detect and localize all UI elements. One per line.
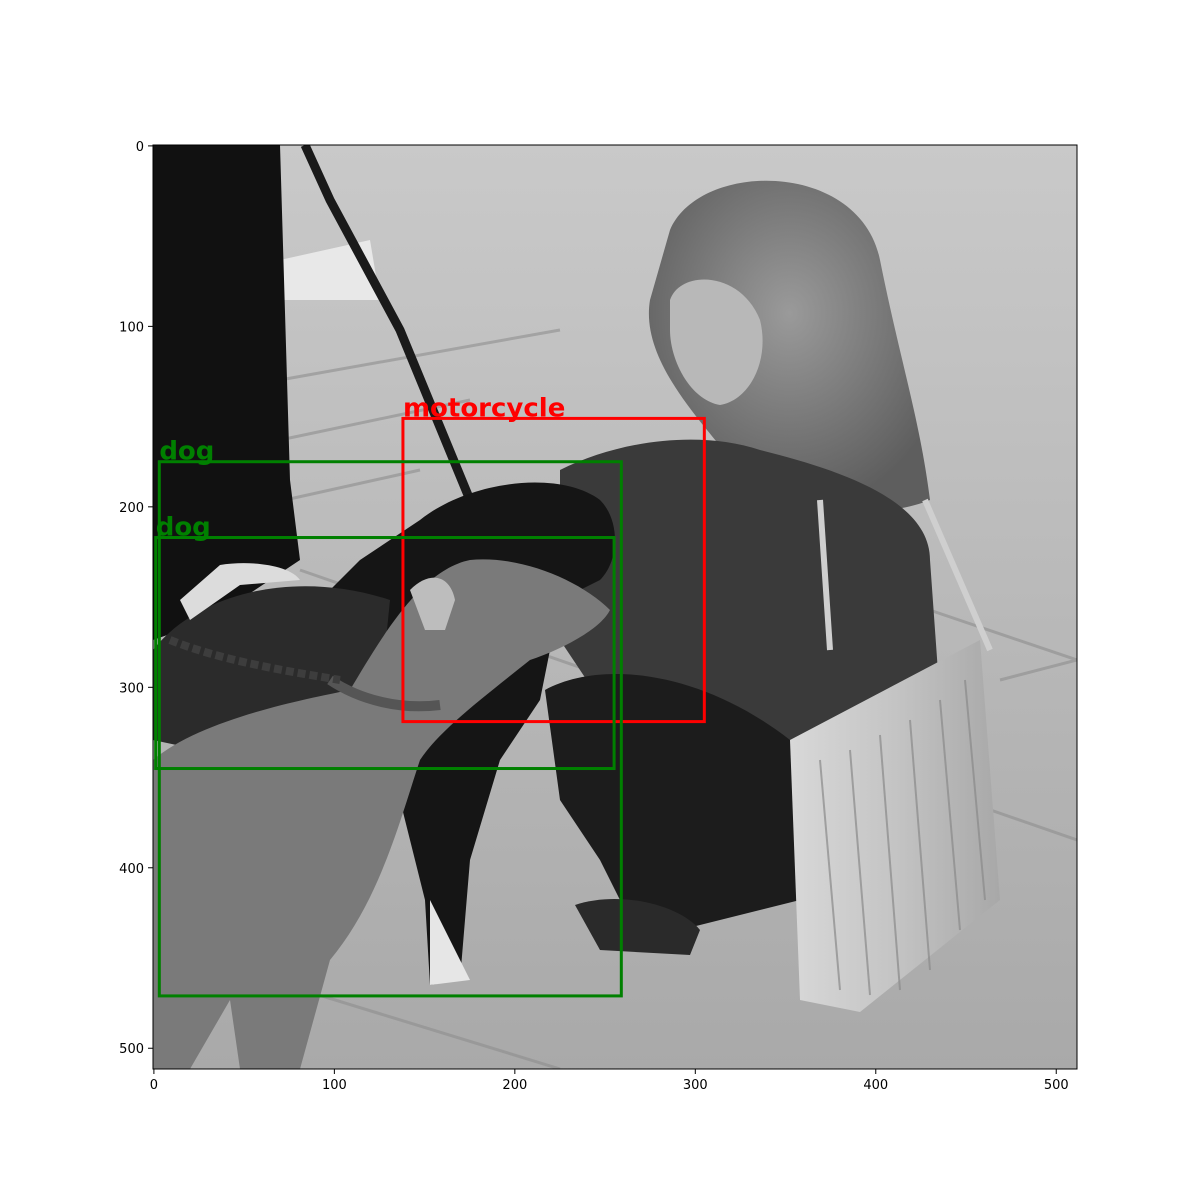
- detection-dog: dog: [157, 437, 623, 998]
- detection-label: dog: [159, 437, 214, 467]
- y-axis-ticks: 0 100 200 300 400 500: [119, 140, 153, 1057]
- detection-label: motorcycle: [403, 393, 565, 423]
- detection-dog: dog: [154, 513, 616, 771]
- y-tick-label: 400: [119, 862, 144, 877]
- bounding-box: [157, 460, 623, 998]
- axes-frame: [152, 144, 1078, 1070]
- x-tick-label: 300: [683, 1078, 708, 1093]
- x-tick-label: 500: [1044, 1078, 1069, 1093]
- detection-motorcycle: motorcycle: [401, 393, 706, 724]
- bounding-box: [154, 536, 616, 771]
- x-tick-label: 0: [150, 1078, 158, 1093]
- y-tick-label: 0: [136, 140, 144, 155]
- bounding-box: [401, 416, 706, 724]
- x-tick-label: 400: [863, 1078, 888, 1093]
- x-tick-label: 100: [322, 1078, 347, 1093]
- detection-label: dog: [156, 513, 211, 543]
- y-tick-label: 300: [119, 681, 144, 696]
- photo: [153, 145, 1077, 1069]
- y-tick-label: 100: [119, 320, 144, 335]
- y-tick-label: 200: [119, 501, 144, 516]
- x-axis-ticks: 0 100 200 300 400 500: [150, 1069, 1069, 1093]
- y-tick-label: 500: [119, 1042, 144, 1057]
- detection-boxes: motorcycle dog dog: [154, 393, 706, 998]
- x-tick-label: 200: [502, 1078, 527, 1093]
